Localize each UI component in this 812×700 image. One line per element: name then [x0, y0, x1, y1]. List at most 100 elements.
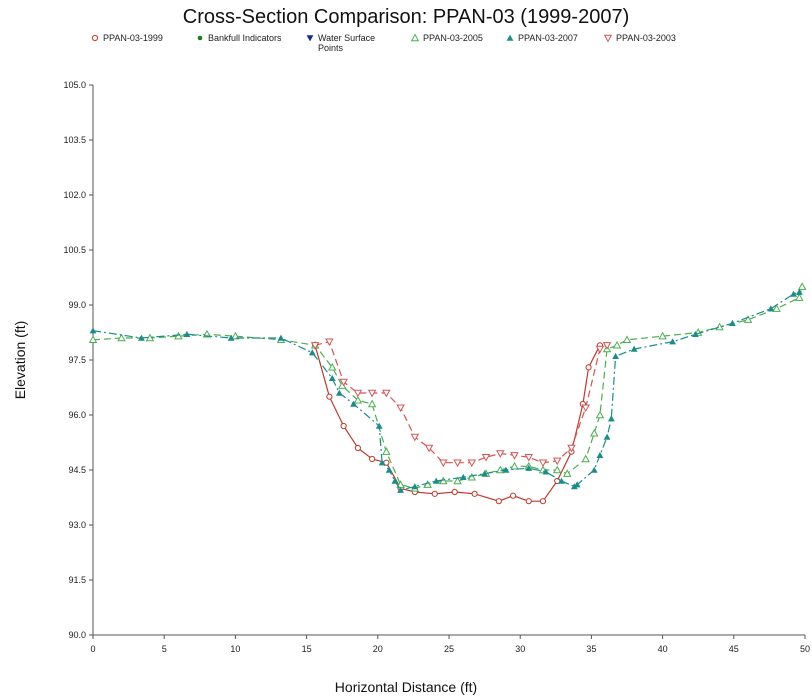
y-axis-label: Elevation (ft): [12, 321, 28, 400]
data-point: [585, 364, 592, 371]
data-point: [327, 362, 337, 371]
legend-item: Water Surface Points: [306, 33, 375, 53]
data-point: [174, 331, 183, 340]
legend-marker: [91, 34, 99, 42]
y-tick-label: 100.5: [63, 245, 86, 255]
legend-marker: [603, 34, 613, 43]
data-point: [589, 428, 599, 437]
data-point: [590, 466, 598, 473]
data-point: [510, 461, 519, 470]
data-point: [797, 282, 807, 290]
legend-label: PPAN-03-2005: [423, 33, 483, 43]
data-point: [525, 498, 532, 505]
ticks: 0 5 10 15 20 25 30 35 40 45 50 90.0 91.5 93.0 94.5 96.0…: [63, 80, 810, 654]
data-point: [603, 433, 611, 440]
data-point: [424, 444, 434, 453]
series-5: [310, 338, 612, 468]
x-tick-label: 35: [586, 644, 596, 654]
chart-title: Cross-Section Comparison: PPAN-03 (1999-…: [183, 6, 630, 28]
series-layer: [88, 282, 807, 505]
data-point: [432, 477, 440, 484]
x-tick-label: 0: [90, 644, 95, 654]
data-point: [325, 338, 334, 347]
data-point: [795, 293, 804, 301]
data-point: [612, 352, 620, 360]
legend-label: Bankfull Indicators: [208, 33, 282, 43]
data-point: [630, 345, 638, 352]
y-tick-label: 105.0: [63, 80, 86, 90]
legend-label: PPAN-03-1999: [103, 33, 163, 43]
data-point: [89, 327, 97, 334]
data-point: [524, 453, 533, 462]
y-tick-label: 94.5: [68, 465, 86, 475]
data-point: [622, 335, 632, 344]
data-point: [502, 466, 510, 473]
data-point: [431, 490, 438, 497]
x-tick-label: 50: [800, 644, 810, 654]
series-3: [88, 282, 807, 492]
legend-label: PPAN-03-2003: [616, 33, 676, 43]
data-point: [538, 459, 548, 468]
y-tick-label: 103.5: [63, 135, 86, 145]
data-point: [391, 477, 399, 484]
data-point: [509, 492, 517, 499]
legend-marker: [197, 35, 203, 41]
data-point: [570, 483, 578, 490]
data-point: [669, 338, 676, 345]
data-point: [581, 404, 590, 413]
data-point: [385, 466, 393, 473]
legend-item: PPAN-03-2007: [506, 33, 578, 43]
series-line: [92, 286, 803, 489]
data-point: [308, 349, 316, 356]
legend-label: Water Surface Points: [318, 33, 375, 53]
data-point: [353, 389, 363, 398]
data-point: [767, 305, 775, 312]
data-point: [183, 330, 191, 338]
data-point: [552, 465, 562, 474]
axes: [92, 85, 805, 636]
data-point: [396, 404, 405, 413]
data-point: [367, 399, 377, 408]
legend-item: Bankfull Indicators: [197, 33, 282, 43]
data-point: [772, 304, 781, 312]
data-point: [459, 473, 467, 481]
series-4: [89, 288, 803, 493]
data-point: [397, 486, 404, 493]
data-point: [328, 374, 336, 382]
data-point: [728, 319, 736, 327]
data-point: [612, 340, 622, 349]
data-point: [595, 345, 605, 354]
y-tick-label: 90.0: [68, 630, 86, 640]
data-point: [658, 331, 667, 340]
data-point: [354, 444, 361, 452]
data-point: [573, 481, 581, 488]
data-point: [340, 422, 347, 430]
x-tick-label: 40: [658, 644, 668, 654]
data-point: [467, 472, 477, 481]
data-point: [542, 468, 550, 475]
x-tick-label: 15: [302, 644, 312, 654]
data-point: [231, 331, 240, 340]
x-tick-label: 5: [162, 644, 167, 654]
data-point: [525, 464, 533, 471]
data-point: [510, 452, 519, 460]
data-point: [410, 433, 420, 442]
data-point: [451, 488, 458, 496]
data-point: [691, 330, 699, 338]
data-point: [790, 290, 798, 297]
data-point: [88, 335, 98, 344]
data-point: [467, 459, 477, 468]
data-point: [439, 459, 448, 468]
legend-label: PPAN-03-2007: [518, 33, 578, 43]
data-point: [369, 455, 376, 463]
data-point: [602, 342, 612, 350]
legend-item: PPAN-03-2003: [603, 33, 676, 43]
data-point: [495, 498, 502, 505]
data-point: [335, 389, 343, 396]
legend-item: PPAN-03-2005: [410, 33, 483, 43]
x-tick-label: 20: [373, 644, 383, 654]
data-point: [378, 459, 386, 466]
data-point: [310, 342, 320, 350]
data-point: [567, 444, 576, 453]
data-point: [596, 451, 604, 459]
